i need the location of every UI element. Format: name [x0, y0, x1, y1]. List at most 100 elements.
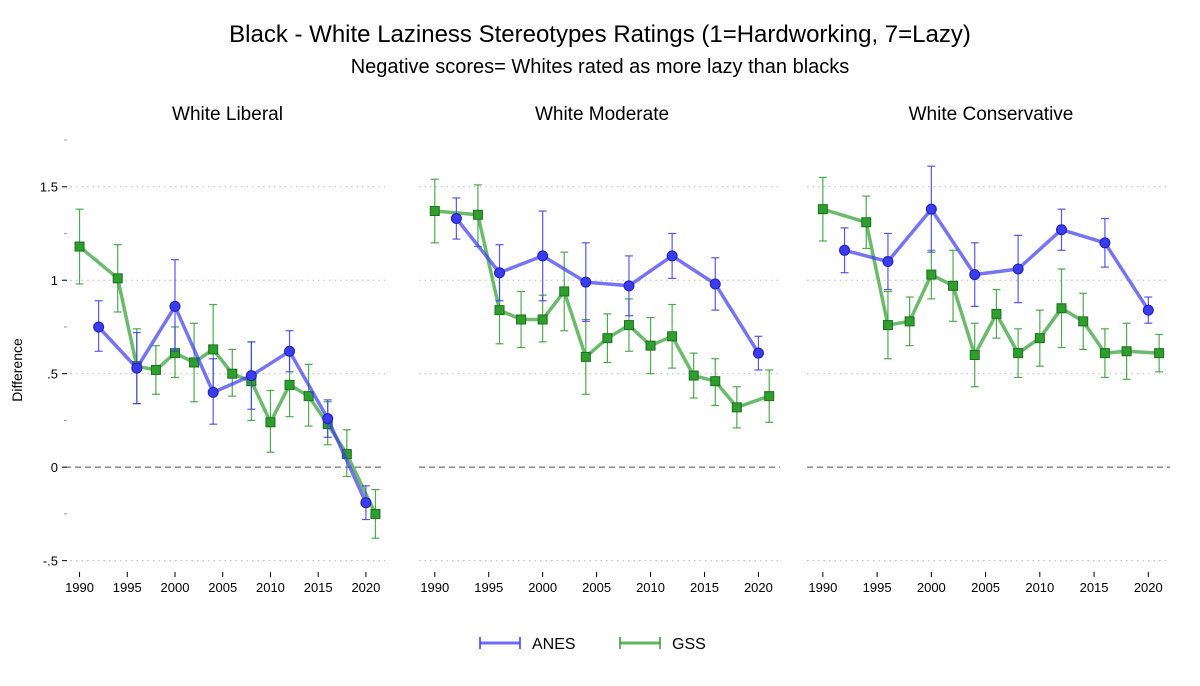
data-point: [516, 314, 527, 325]
panel-title: White Moderate: [535, 104, 669, 125]
data-point: [559, 286, 570, 297]
data-point: [472, 209, 483, 220]
data-point: [169, 300, 181, 312]
data-point: [1142, 304, 1154, 316]
data-point: [623, 280, 635, 292]
series-line: [78, 245, 378, 515]
x-tick-label: 2005: [208, 580, 237, 595]
data-point: [207, 386, 219, 398]
data-point: [131, 362, 143, 374]
data-point: [537, 314, 548, 325]
panel-title: White Liberal: [172, 104, 283, 125]
x-tick-label: 2000: [917, 580, 946, 595]
y-tick-label: -.5: [43, 554, 58, 569]
x-tick-label: 2015: [1080, 580, 1109, 595]
data-point: [752, 347, 764, 359]
panels: White Liberal -.5 0 .5 1 1.5 1990 1995 2000 2005 2…: [40, 104, 1170, 595]
data-point: [623, 320, 634, 331]
data-point: [1013, 348, 1024, 359]
panel-2: White Conservative 1990 1995 2000 2005 2010 20…: [807, 104, 1170, 595]
y-axis-label: Difference: [9, 338, 25, 402]
data-point: [284, 379, 295, 390]
data-point: [969, 350, 980, 360]
data-point: [450, 213, 462, 225]
series-anes: [450, 197, 764, 371]
data-point: [227, 368, 238, 379]
data-point: [1154, 348, 1165, 359]
data-point: [1056, 224, 1068, 236]
data-point: [93, 321, 105, 333]
data-point: [1034, 333, 1045, 344]
legend: ANES GSS: [479, 636, 706, 653]
series-anes: [839, 165, 1154, 324]
data-point: [709, 278, 721, 290]
chart-title: Black - White Laziness Stereotypes Ratin…: [229, 21, 971, 48]
data-point: [645, 340, 656, 351]
x-tick-label: 1995: [474, 580, 503, 595]
data-point: [112, 273, 123, 284]
data-point: [666, 250, 678, 262]
data-point: [1121, 346, 1132, 357]
x-tick-label: 1990: [65, 580, 94, 595]
data-point: [494, 305, 505, 316]
data-point: [322, 413, 334, 425]
x-tick-label: 1995: [863, 580, 892, 595]
data-point: [948, 280, 959, 291]
data-point: [817, 204, 828, 215]
data-point: [710, 376, 721, 387]
data-point: [1099, 348, 1110, 359]
series-gss: [429, 178, 775, 429]
data-point: [370, 508, 381, 519]
data-point: [537, 250, 549, 262]
x-tick-label: 1995: [113, 580, 142, 595]
y-tick-label: 1.5: [40, 180, 58, 195]
data-point: [882, 256, 894, 268]
x-tick-label: 2020: [351, 580, 380, 595]
data-point: [245, 370, 257, 382]
data-point: [667, 331, 678, 342]
data-point: [1078, 316, 1089, 327]
x-tick-label: 2010: [256, 580, 285, 595]
data-point: [991, 308, 1002, 319]
series-anes: [93, 259, 372, 521]
x-tick-label: 2005: [971, 580, 1000, 595]
x-tick-label: 2010: [636, 580, 665, 595]
data-point: [764, 391, 775, 402]
data-point: [265, 417, 276, 428]
legend-item-anes: ANES: [479, 636, 576, 653]
data-point: [602, 333, 613, 344]
data-point: [429, 206, 440, 217]
x-tick-label: 2015: [690, 580, 719, 595]
data-point: [688, 370, 699, 381]
series-gss: [74, 208, 381, 539]
x-tick-label: 1990: [808, 580, 837, 595]
data-point: [731, 402, 742, 413]
series-line: [455, 217, 760, 355]
data-point: [926, 269, 937, 280]
data-point: [839, 244, 851, 256]
data-point: [1056, 303, 1067, 314]
data-point: [1012, 263, 1024, 275]
x-tick-label: 1990: [420, 580, 449, 595]
legend-label: ANES: [532, 636, 576, 653]
data-point: [284, 345, 296, 357]
x-tick-label: 2000: [528, 580, 557, 595]
series-gss: [817, 176, 1165, 388]
data-point: [580, 351, 591, 362]
data-point: [1099, 237, 1111, 249]
data-point: [494, 267, 506, 279]
legend-label: GSS: [672, 636, 706, 653]
chart-subtitle: Negative scores= Whites rated as more la…: [351, 56, 850, 78]
legend-item-gss: GSS: [619, 636, 706, 653]
y-tick-label: .5: [47, 367, 58, 382]
x-tick-label: 2020: [1134, 580, 1163, 595]
y-tick-label: 1: [51, 273, 58, 288]
x-tick-label: 2020: [744, 580, 773, 595]
series-line: [844, 207, 1150, 312]
data-point: [882, 320, 893, 331]
x-tick-label: 2015: [304, 580, 333, 595]
data-point: [74, 241, 85, 252]
data-point: [969, 269, 981, 281]
panel-1: White Moderate 1990 1995 2000 2005 2010 2015 20…: [419, 104, 780, 595]
